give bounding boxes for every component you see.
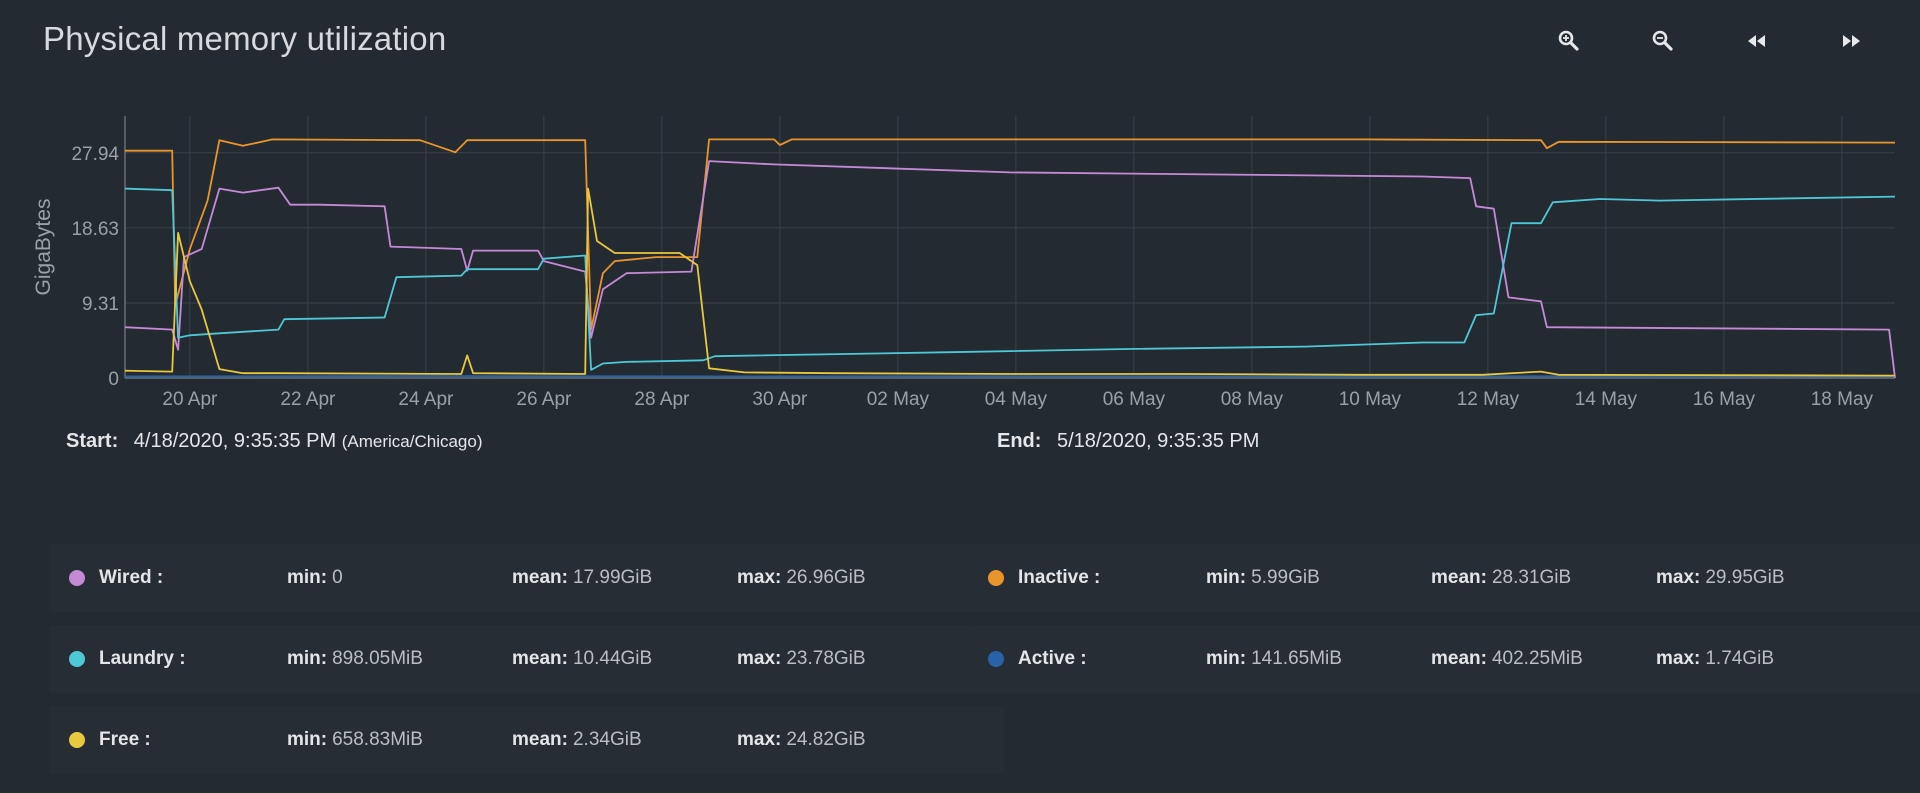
x-tick-label: 08 May [1221,389,1284,410]
series-laundry-line [124,187,1896,371]
legend-max: max: 1.74GiB [1656,648,1775,669]
x-tick-label: 26 Apr [516,389,572,410]
zoom-in-icon [1558,30,1579,51]
x-tick-label: 18 May [1811,389,1874,410]
x-tick-label: 20 Apr [162,389,218,410]
page-title: Physical memory utilization [43,20,447,57]
wired-swatch [69,570,85,586]
memory-chart[interactable]: 0 9.31 18.63 27.94 20 Apr 22 Apr 24 Apr 26 Apr 2… [0,100,1920,420]
legend-name: Inactive : [1018,567,1101,588]
start-timezone: (America/Chicago) [341,432,483,451]
chart-toolbar [1546,24,1874,58]
legend-mean: mean: 28.31GiB [1431,567,1572,588]
series-wired-line [124,160,1896,379]
series-free-line [124,187,1896,377]
legend-mean: mean: 17.99GiB [512,567,653,588]
legend-name: Free : [99,729,151,750]
legend-mean: mean: 402.25MiB [1431,648,1583,669]
legend-card-inactive: Inactive : min: 5.99GiB mean: 28.31GiB max… [968,544,1920,612]
free-swatch [69,732,85,748]
end-label: End: [997,430,1042,452]
x-tick-label: 16 May [1693,389,1756,410]
zoom-out-button[interactable] [1640,24,1686,58]
legend-min: min: 141.65MiB [1206,648,1342,669]
rewind-icon [1748,35,1765,47]
y-tick-label: 18.63 [71,219,119,240]
legend-card-wired: Wired : min: 0 mean: 17.99GiB max: 26.96GiB [49,544,1004,612]
x-tick-label: 06 May [1103,389,1166,410]
x-tick-label: 30 Apr [752,389,808,410]
zoom-in-button[interactable] [1546,24,1592,58]
start-time: Start: 4/18/2020, 9:35:35 PM (America/Ch… [66,430,483,453]
legend-name: Active : [1018,648,1087,669]
legend-card-laundry: Laundry : min: 898.05MiB mean: 10.44GiB ma… [49,625,1004,693]
x-tick-label: 12 May [1457,389,1520,410]
x-tick-label: 14 May [1575,389,1638,410]
legend-name: Wired : [99,567,164,588]
active-swatch [988,651,1004,667]
series-inactive-line [125,138,1896,331]
end-value: 5/18/2020, 9:35:35 PM [1057,430,1260,452]
y-tick-label: 27.94 [71,144,119,165]
x-tick-label: 24 Apr [398,389,454,410]
zoom-out-icon [1652,30,1673,51]
y-axis-label: GigaBytes [32,199,55,296]
legend-name: Laundry : [99,648,186,669]
legend-min: min: 5.99GiB [1206,567,1320,588]
legend-min: min: 898.05MiB [287,648,423,669]
legend-max: max: 26.96GiB [737,567,866,588]
legend-max: max: 24.82GiB [737,729,866,750]
y-tick-label: 0 [108,369,119,390]
step-forward-button[interactable] [1828,24,1874,58]
inactive-swatch [988,570,1004,586]
legend-card-active: Active : min: 141.65MiB mean: 402.25MiB ma… [968,625,1920,693]
y-tick-label: 9.31 [82,294,119,315]
x-tick-label: 28 Apr [634,389,690,410]
x-tick-label: 10 May [1339,389,1402,410]
x-tick-label: 04 May [985,389,1048,410]
legend-mean: mean: 10.44GiB [512,648,653,669]
legend-min: min: 658.83MiB [287,729,423,750]
legend-max: max: 29.95GiB [1656,567,1785,588]
legend-mean: mean: 2.34GiB [512,729,642,750]
legend-min: min: 0 [287,567,343,588]
step-back-button[interactable] [1734,24,1780,58]
x-tick-label: 22 Apr [280,389,336,410]
legend-card-free: Free : min: 658.83MiB mean: 2.34GiB max: 24… [49,706,1004,774]
end-time: End: 5/18/2020, 9:35:35 PM [997,430,1259,453]
legend-max: max: 23.78GiB [737,648,866,669]
start-value: 4/18/2020, 9:35:35 PM [133,430,337,452]
laundry-swatch [69,651,85,667]
x-tick-label: 02 May [867,389,930,410]
fast-forward-icon [1843,35,1860,47]
start-label: Start: [66,430,119,452]
